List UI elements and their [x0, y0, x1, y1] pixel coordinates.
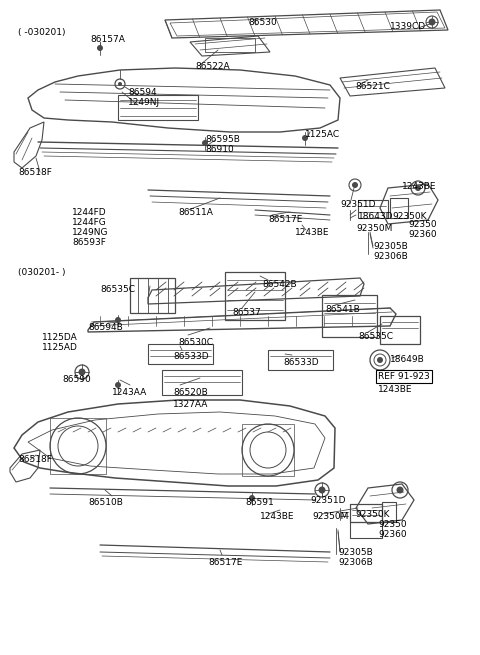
Bar	[162, 370, 242, 395]
Text: 86157A: 86157A	[90, 35, 125, 44]
Bar	[390, 198, 408, 218]
Bar	[350, 504, 382, 522]
Text: ( -030201): ( -030201)	[18, 28, 65, 37]
Circle shape	[79, 369, 85, 375]
Circle shape	[115, 317, 121, 323]
Circle shape	[415, 185, 421, 191]
Text: 92350K: 92350K	[355, 510, 389, 519]
Text: 92350K: 92350K	[392, 212, 427, 221]
Text: 92350: 92350	[408, 220, 437, 229]
Bar	[148, 344, 213, 364]
Bar	[205, 38, 255, 52]
Circle shape	[115, 382, 121, 388]
Text: 92305B: 92305B	[338, 548, 373, 557]
Text: 86530: 86530	[248, 18, 277, 27]
Text: 92360: 92360	[408, 230, 437, 239]
Text: 18649B: 18649B	[390, 355, 425, 364]
Bar	[380, 316, 420, 344]
Text: 86542B: 86542B	[262, 280, 297, 289]
Text: 1249NJ: 1249NJ	[128, 98, 160, 107]
Text: 1244FG: 1244FG	[72, 218, 107, 227]
Text: REF 91-923: REF 91-923	[378, 372, 430, 381]
Text: 1125AD: 1125AD	[42, 343, 78, 352]
Text: 86594: 86594	[128, 88, 156, 97]
Text: 86535C: 86535C	[358, 332, 393, 341]
Bar	[50, 418, 106, 474]
Bar	[382, 502, 396, 522]
Text: 86910: 86910	[205, 145, 234, 154]
Bar	[350, 504, 382, 522]
Bar	[130, 278, 175, 313]
Circle shape	[396, 487, 404, 493]
Bar	[118, 95, 198, 120]
Text: 86533D: 86533D	[283, 358, 319, 367]
Text: 86520B: 86520B	[173, 388, 208, 397]
Text: 1327AA: 1327AA	[173, 400, 208, 409]
Text: 18643D: 18643D	[358, 212, 394, 221]
Text: 86517E: 86517E	[268, 215, 302, 224]
Text: 92350: 92350	[378, 520, 407, 529]
Bar	[358, 200, 388, 218]
Bar	[225, 272, 285, 320]
Circle shape	[377, 357, 383, 363]
Text: 1125AC: 1125AC	[305, 130, 340, 139]
Circle shape	[118, 82, 122, 86]
Text: 86522A: 86522A	[195, 62, 229, 71]
Text: 86521C: 86521C	[355, 82, 390, 91]
Text: 1243BE: 1243BE	[260, 512, 295, 521]
Text: 86518F: 86518F	[18, 455, 52, 464]
Bar	[350, 522, 382, 538]
Circle shape	[352, 182, 358, 188]
Bar	[322, 295, 377, 337]
Circle shape	[319, 487, 325, 493]
Text: 86590: 86590	[62, 375, 91, 384]
Circle shape	[97, 45, 103, 51]
Circle shape	[302, 135, 308, 141]
Text: 86533D: 86533D	[173, 352, 209, 361]
Text: (030201- ): (030201- )	[18, 268, 65, 277]
Text: 1249NG: 1249NG	[72, 228, 108, 237]
Text: 86535C: 86535C	[100, 285, 135, 294]
Circle shape	[202, 140, 208, 146]
Text: 86593F: 86593F	[72, 238, 106, 247]
Text: 86511A: 86511A	[178, 208, 213, 217]
Text: 1243AA: 1243AA	[112, 388, 147, 397]
Text: 1125DA: 1125DA	[42, 333, 78, 342]
Text: 92360: 92360	[378, 530, 407, 539]
Text: 92306B: 92306B	[338, 558, 373, 567]
Text: 92350M: 92350M	[312, 512, 348, 521]
Text: 86510B: 86510B	[88, 498, 123, 507]
Circle shape	[249, 495, 255, 501]
Text: 92351D: 92351D	[340, 200, 375, 209]
Text: 86594B: 86594B	[88, 323, 123, 332]
Text: 1243BE: 1243BE	[295, 228, 329, 237]
Text: 1339CD: 1339CD	[390, 22, 426, 31]
Text: 1243BE: 1243BE	[378, 385, 412, 394]
Text: 92351D: 92351D	[310, 496, 346, 505]
Text: 86518F: 86518F	[18, 168, 52, 177]
Text: 92350M: 92350M	[356, 224, 392, 233]
Text: 1244FD: 1244FD	[72, 208, 107, 217]
Circle shape	[429, 18, 435, 26]
Text: 86537: 86537	[232, 308, 261, 317]
Text: 86530C: 86530C	[178, 338, 213, 347]
Bar	[242, 424, 294, 476]
Text: 86517E: 86517E	[208, 558, 242, 567]
Text: 92306B: 92306B	[373, 252, 408, 261]
Text: 86591: 86591	[245, 498, 274, 507]
Text: 86595B: 86595B	[205, 135, 240, 144]
Text: 1243BE: 1243BE	[402, 182, 436, 191]
Text: 92305B: 92305B	[373, 242, 408, 251]
Bar	[268, 350, 333, 370]
Text: 86541B: 86541B	[325, 305, 360, 314]
